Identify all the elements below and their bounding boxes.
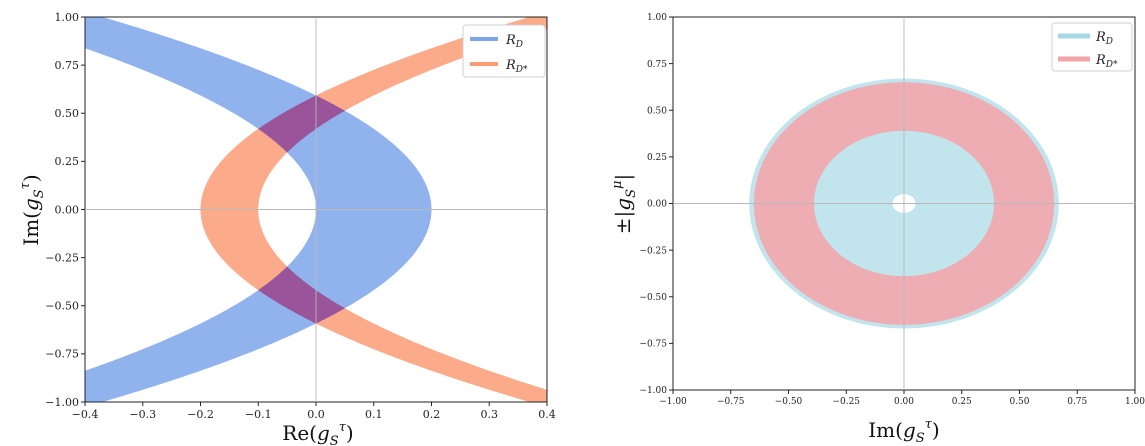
right-ylabel: ±|gSμ| xyxy=(610,174,639,234)
right-ytick-label: −0.50 xyxy=(639,293,667,303)
series-rdstar-ring xyxy=(753,82,1055,325)
left-xtick-label: 0.4 xyxy=(538,408,556,421)
right-xtick-label: 0.00 xyxy=(894,397,914,407)
left-ytick-label: −0.50 xyxy=(45,300,79,313)
right-ytick-label: 1.00 xyxy=(647,13,667,23)
left-ytick-label: −0.75 xyxy=(45,348,79,361)
left-xtick-label: 0.1 xyxy=(365,408,383,421)
left-ytick-label: −0.25 xyxy=(45,251,79,264)
right-ytick-label: −0.75 xyxy=(639,340,667,350)
right-xtick-label: 0.75 xyxy=(1067,397,1087,407)
left-xtick-label: 0.3 xyxy=(481,408,499,421)
left-xtick-label: −0.3 xyxy=(129,408,156,421)
left-ytick-label: 0.25 xyxy=(55,155,80,168)
left-xtick-label: −0.2 xyxy=(187,408,214,421)
right-ytick-label: 0.00 xyxy=(647,200,667,210)
left-ytick-label: 1.00 xyxy=(55,11,80,24)
right-xtick-label: 1.00 xyxy=(1125,397,1145,407)
right-ytick-label: 0.50 xyxy=(647,106,667,116)
left-xtick-label: 0.0 xyxy=(307,408,325,421)
left-legend: RD RD* xyxy=(462,24,546,78)
right-xtick-label: −0.50 xyxy=(775,397,803,407)
left-ytick-label: −1.00 xyxy=(45,396,79,409)
right-ytick-label: −0.25 xyxy=(639,246,667,256)
left-xtick-label: 0.2 xyxy=(423,408,441,421)
left-ytick-label: 0.75 xyxy=(55,59,80,72)
left-ytick-label: 0.00 xyxy=(55,203,80,216)
left-xlabel: Re(gSτ) xyxy=(282,420,353,446)
left-ytick-label: 0.50 xyxy=(55,107,80,120)
right-ytick-label: 0.25 xyxy=(647,153,667,163)
left-xtick-label: −0.1 xyxy=(245,408,272,421)
right-ytick-label: −1.00 xyxy=(639,386,667,396)
right-ytick-label: 0.75 xyxy=(647,60,667,70)
left-chart: −0.4 −0.3 −0.2 −0.1 0.0 0.1 0.2 0.3 0.4 −1.00 −0.7… xyxy=(18,11,556,446)
series-rd-band xyxy=(85,17,432,402)
right-xtick-label: 0.50 xyxy=(1009,397,1029,407)
left-ylabel: Im(gSτ) xyxy=(18,174,47,245)
right-xtick-label: 0.25 xyxy=(952,397,972,407)
right-xtick-label: −0.25 xyxy=(832,397,860,407)
right-xtick-label: −0.75 xyxy=(717,397,745,407)
right-xtick-label: −1.00 xyxy=(659,397,687,407)
right-chart: −1.00 −0.75 −0.50 −0.25 0.00 0.25 0.50 0.75 1.00… xyxy=(610,13,1145,446)
right-xlabel: Im(gSτ) xyxy=(868,417,939,446)
left-xtick-label: −0.4 xyxy=(72,408,99,421)
right-legend: RD RD* xyxy=(1051,22,1133,72)
